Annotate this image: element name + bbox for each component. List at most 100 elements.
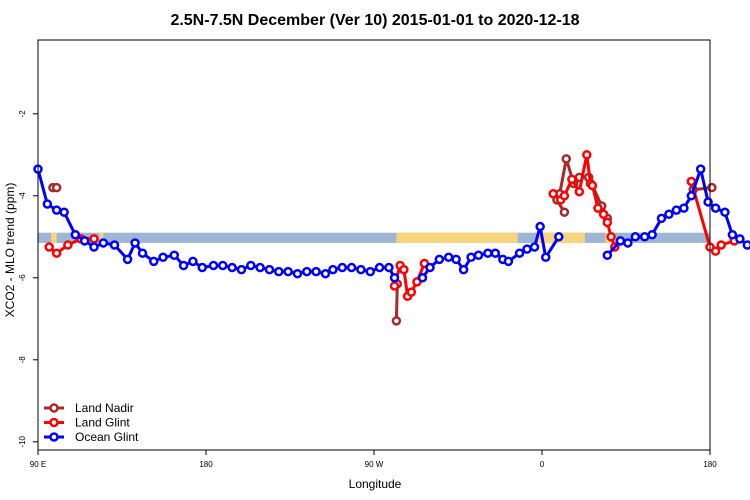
series-line — [36, 168, 396, 279]
data-point — [311, 266, 321, 277]
data-point — [218, 260, 228, 271]
x-tick-label: 180 — [703, 460, 717, 469]
x-tick-label: 90 W — [365, 460, 384, 469]
data-point — [587, 180, 598, 191]
data-point — [707, 182, 717, 193]
data-point — [384, 262, 394, 273]
data-point — [389, 281, 400, 291]
data-point — [236, 264, 247, 275]
data-point — [540, 252, 551, 263]
y-tick-label: -8 — [18, 356, 27, 364]
data-point — [89, 234, 99, 244]
data-point — [503, 256, 514, 267]
data-point — [466, 252, 476, 263]
data-point — [51, 182, 62, 193]
data-point — [208, 260, 219, 271]
data-point — [593, 203, 603, 213]
data-point — [735, 234, 745, 244]
land-band — [99, 232, 104, 243]
data-point — [710, 203, 721, 213]
data-point — [473, 250, 484, 260]
data-point — [716, 240, 726, 250]
data-point — [567, 174, 577, 185]
data-point — [561, 154, 572, 164]
data-point — [483, 248, 493, 258]
data-point — [148, 256, 159, 267]
data-point — [406, 287, 417, 297]
data-point — [399, 264, 409, 275]
legend-label: Land Glint — [75, 416, 130, 430]
data-point — [548, 189, 558, 199]
data-point — [137, 248, 148, 258]
land-band — [398, 232, 518, 243]
data-point — [417, 273, 428, 283]
data-point — [602, 217, 613, 228]
data-point — [710, 246, 721, 256]
x-tick-label: 90 E — [30, 460, 46, 469]
data-point — [443, 252, 454, 263]
data-point — [51, 248, 62, 258]
data-point — [70, 230, 81, 240]
y-tick-label: -2 — [18, 110, 27, 118]
data-point — [158, 252, 168, 263]
y-tick-label: -10 — [18, 435, 27, 447]
data-point — [389, 273, 400, 283]
data-point — [356, 264, 366, 275]
x-axis-label: Longitude — [349, 477, 402, 491]
data-point — [679, 203, 689, 213]
data-point — [79, 236, 90, 246]
data-point — [98, 238, 109, 248]
data-point — [122, 254, 133, 265]
data-point — [602, 250, 613, 260]
data-point — [292, 268, 303, 279]
data-point — [169, 250, 180, 260]
x-tick-label: 0 — [540, 460, 545, 469]
data-point — [246, 260, 256, 271]
data-point — [514, 248, 525, 258]
data-point — [227, 262, 237, 273]
data-point — [320, 268, 331, 279]
data-point — [615, 236, 626, 246]
data-point — [727, 230, 738, 240]
data-point — [630, 232, 641, 242]
data-point — [720, 207, 730, 217]
data-point — [656, 213, 667, 224]
data-point — [695, 164, 706, 174]
data-point — [425, 262, 435, 273]
data-point — [703, 197, 713, 207]
legend-marker — [49, 403, 59, 413]
y-tick-label: -6 — [18, 274, 27, 282]
series-line — [606, 167, 750, 257]
data-point — [490, 248, 501, 258]
data-point — [63, 240, 73, 250]
data-point — [109, 240, 120, 250]
legend-label: Land Nadir — [75, 401, 134, 415]
data-point — [647, 230, 657, 240]
data-point — [535, 221, 545, 232]
data-point — [559, 191, 570, 201]
data-point — [671, 205, 682, 215]
legend-label: Ocean Glint — [75, 430, 139, 444]
ocean-band — [38, 232, 710, 243]
data-point — [686, 176, 697, 187]
data-point — [42, 199, 53, 209]
data-point — [664, 209, 674, 219]
data-point — [391, 316, 402, 326]
legend-marker — [49, 432, 59, 442]
data-point — [598, 209, 609, 219]
x-tick-label: 180 — [199, 460, 213, 469]
data-point — [283, 266, 293, 277]
chart-title: 2.5N-7.5N December (Ver 10) 2015-01-01 t… — [170, 12, 579, 29]
data-point — [130, 238, 140, 248]
data-point — [365, 266, 376, 277]
land-band — [396, 232, 399, 243]
data-point — [255, 262, 265, 273]
data-point — [742, 240, 750, 250]
data-point — [264, 264, 275, 275]
data-point — [606, 232, 616, 242]
data-point — [554, 232, 564, 242]
land-band — [51, 232, 57, 243]
plot-area: 90 E 180 90 W 0 180 -2 -4 -6 -8 -10 — [18, 39, 750, 469]
